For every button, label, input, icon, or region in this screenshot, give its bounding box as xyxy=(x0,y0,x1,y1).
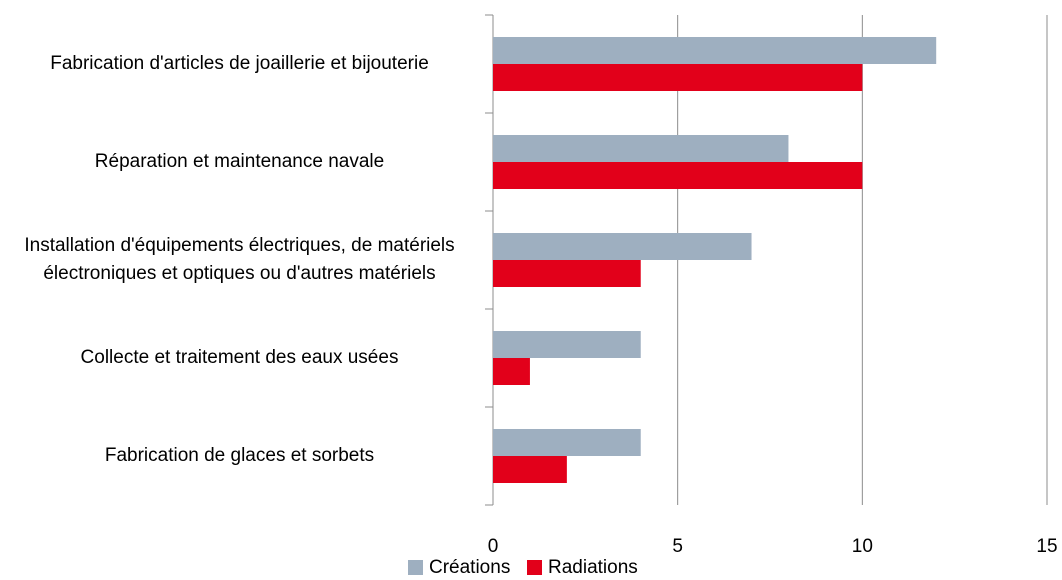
bar xyxy=(493,429,641,456)
bar xyxy=(493,162,863,189)
legend-swatch xyxy=(527,560,542,575)
y-tick-label: Installation d'équipements électriques, … xyxy=(24,235,455,284)
legend-label: Radiations xyxy=(548,557,638,578)
x-tick-label: 0 xyxy=(488,536,499,557)
legend-label: Créations xyxy=(429,557,510,578)
y-tick-label: Collecte et traitement des eaux usées xyxy=(80,347,399,368)
bar xyxy=(493,358,530,385)
y-tick-label: Fabrication d'articles de joaillerie et … xyxy=(50,53,429,74)
bar xyxy=(493,233,752,260)
x-tick-label: 10 xyxy=(852,536,873,557)
x-tick-label: 15 xyxy=(1036,536,1057,557)
x-tick-label: 5 xyxy=(672,536,683,557)
bar xyxy=(493,37,937,64)
legend-swatch xyxy=(408,560,423,575)
bar xyxy=(493,260,641,287)
y-tick-label: Réparation et maintenance navale xyxy=(94,151,385,172)
bar xyxy=(493,331,641,358)
y-tick-label: Fabrication de glaces et sorbets xyxy=(104,445,375,466)
bar xyxy=(493,456,567,483)
bar xyxy=(493,64,863,91)
bar xyxy=(493,135,789,162)
